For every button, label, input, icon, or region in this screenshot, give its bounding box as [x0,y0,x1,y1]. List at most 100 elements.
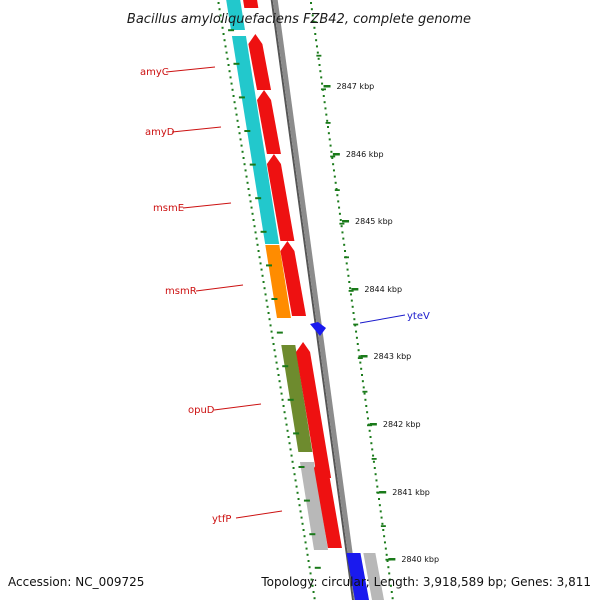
inner-ring-dot [279,386,282,389]
gene-label: amyD [145,127,175,138]
inner-ring-dot [293,473,296,476]
inner-ring-dot [288,442,291,445]
outer-ring-dot [313,26,316,29]
inner-minor-tick [233,62,240,65]
map-title: Bacillus amyloliquefaciens FZB42, comple… [127,12,471,27]
scale-ticks: 2847 kbp 2846 kbp 2845 kbp 2844 kbp 2843 kbp… [228,21,439,569]
inner-ring-dot [243,163,246,166]
outer-ring-dot [389,578,392,581]
outer-ring-dot [365,405,368,407]
minus-strand-track [310,322,384,600]
inner-ring-dot [242,157,245,159]
minor-tick [334,189,340,191]
genome-summary-text: Topology: circular; Length: 3,918,589 bp… [260,575,591,589]
minus-gene-block [346,553,369,600]
scale-tick [332,153,340,156]
inner-ring-dot [260,268,263,271]
outer-ring-dot [323,101,326,104]
inner-ring-dot [245,175,248,178]
inner-ring-dot [265,299,268,302]
minor-tick [353,323,359,326]
inner-ring-dot [221,26,224,29]
inner-minor-tick [309,533,316,536]
inner-ring-dot [308,566,311,569]
outer-ring-dot [368,429,371,432]
outer-ring-dot [351,305,354,308]
outer-ring-dot [326,119,329,122]
inner-ring-dot [232,95,235,97]
inner-ring-dot [299,510,302,513]
outer-ring-dot [347,274,350,277]
outer-ring-dot [350,299,353,302]
inner-ring-dot [220,20,223,23]
inner-ring-dot [272,343,275,345]
outer-ring-dot [385,553,388,556]
amy-msm-block [231,36,280,244]
inner-minor-tick [287,398,294,401]
inner-ring-dot [249,200,252,203]
inner-ring-dot [276,367,279,370]
inner-ring-dot [289,448,292,451]
inner-ring-dot [236,119,239,122]
inner-ring-dot [248,194,251,197]
inner-minor-tick [228,29,235,32]
inner-ring-dot [225,51,228,54]
outer-ring-dot [384,547,387,550]
inner-ring-dot [250,206,253,209]
inner-ring-dot [259,262,262,265]
inner-ring-dot [296,491,299,494]
inner-ring-dot [229,76,232,79]
inner-ring-dot [280,392,283,395]
gene-label: yteV [407,311,430,322]
inner-ring-dot [267,312,270,314]
inner-ring-dot [311,584,314,587]
inner-ring-dot [252,219,255,221]
inner-ring-dot [235,113,238,116]
inner-ring-dot [307,560,310,562]
outer-ring-dot [363,392,366,395]
outer-ring-dot [315,45,318,48]
outer-ring-dot [383,541,386,544]
outer-ring-dot [317,57,320,60]
outer-ring-dot [358,355,361,358]
inner-ring-dot [254,231,257,234]
minor-tick [316,54,322,57]
cds-arrow-5 [296,342,332,478]
scale-tick [342,220,350,223]
inner-ring-dot [237,126,240,128]
outer-ring-dot [332,163,335,166]
minor-tick [357,357,363,359]
minor-tick [311,21,317,23]
inner-ring-dot [295,485,298,488]
inner-ring-dot [286,429,289,432]
inner-ring-dot [292,467,295,469]
genome-backbone [270,0,359,600]
inner-ring-dot [285,423,288,426]
outer-ring-dot [315,39,318,42]
outer-ring-dot [379,510,382,513]
outer-ring-dot [382,529,385,531]
minor-tick [330,155,336,158]
minor-tick [325,122,331,124]
inner-ring-dot [271,336,274,339]
inner-ring-dot [275,361,278,364]
inner-ring-dot [224,45,227,48]
inner-ring-dot [218,8,221,11]
outer-ring-dot [319,70,322,73]
outer-ring-dot [355,336,358,339]
outer-ring-dot [378,504,381,507]
scale-tick [323,85,331,88]
outer-ring-dot [369,436,372,438]
outer-ring-dot [345,262,348,265]
gene-label: msmR [165,286,197,297]
inner-ring-dot [261,274,264,277]
outer-ring-dot [341,231,344,234]
scale-tick-label: 2840 kbp [401,555,439,564]
inner-ring-dot [294,479,297,482]
cds-arrow-6 [314,458,342,548]
scale-tick-label: 2841 kbp [392,488,430,497]
minus-gray-block [363,553,384,600]
scale-tick [388,558,396,561]
cds-arrow-3 [266,154,295,241]
